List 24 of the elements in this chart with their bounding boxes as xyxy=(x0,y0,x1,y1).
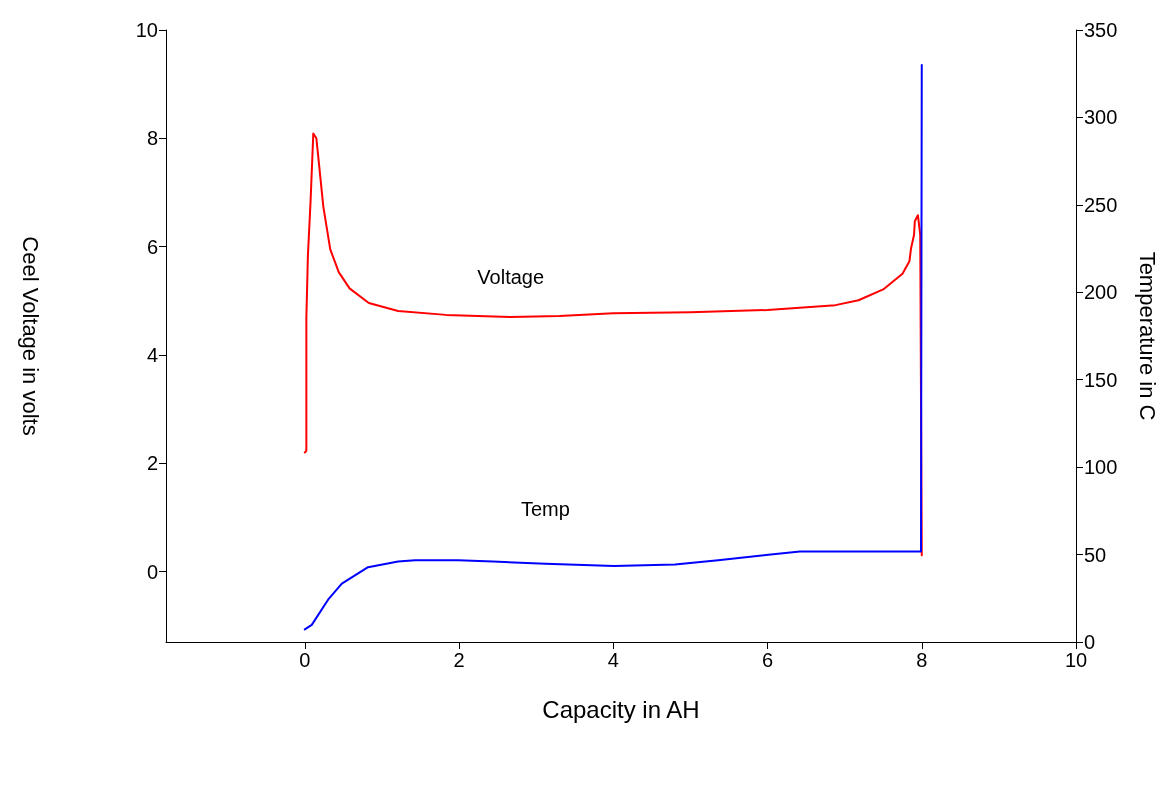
x-tick-label: 2 xyxy=(453,649,465,671)
x-axis-title: Capacity in AH xyxy=(542,695,700,723)
y2-axis-title: Temperature in C xyxy=(1134,251,1160,421)
text: Temp xyxy=(520,497,570,520)
y-tick-label: 0 xyxy=(146,560,158,583)
y-tick-label: 4 xyxy=(146,343,158,366)
line-series xyxy=(303,63,923,631)
y2-tick-label: 50 xyxy=(1084,543,1107,566)
x-tick-label: 6 xyxy=(761,649,774,671)
y2-tick-label: 200 xyxy=(1084,281,1118,304)
x-tick-label: 4 xyxy=(607,649,619,671)
series-label: Voltage xyxy=(477,266,545,289)
y-axis-title: Ceel Voltage in volts xyxy=(17,236,43,436)
x-tick-label: 0 xyxy=(299,649,311,671)
y-tick-label: 2 xyxy=(146,452,158,475)
y-tick-label: 10 xyxy=(135,19,158,41)
y2-tick-label: 350 xyxy=(1084,19,1118,41)
y2-tick-label: 250 xyxy=(1084,193,1118,216)
y2-tick-label: 150 xyxy=(1084,368,1118,391)
y2-tick-label: 300 xyxy=(1084,106,1118,129)
y-tick-label: 6 xyxy=(146,235,158,258)
y2-tick-label: 100 xyxy=(1084,456,1118,479)
y-tick-label: 8 xyxy=(146,127,158,150)
x-tick-label: 8 xyxy=(916,649,928,671)
